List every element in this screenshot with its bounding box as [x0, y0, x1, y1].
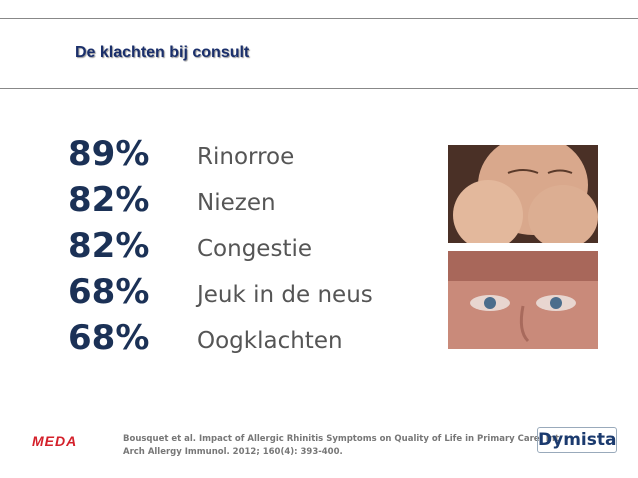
symptom: Jeuk in de neus [197, 282, 373, 308]
percent: 89% [68, 134, 150, 174]
photo-eyes [448, 251, 598, 349]
symptom: Niezen [197, 190, 276, 216]
divider [0, 88, 638, 89]
symptom: Oogklachten [197, 328, 343, 354]
symptom: Congestie [197, 236, 312, 262]
divider [0, 18, 638, 19]
percent: 68% [68, 318, 150, 358]
logo-meda: MEDA [32, 433, 78, 449]
symptom: Rinorroe [197, 144, 295, 170]
photo-nose [448, 145, 598, 243]
citation: Bousquet et al. Impact of Allergic Rhini… [123, 434, 560, 444]
percent: 68% [68, 272, 150, 312]
title: De klachten bij consult [75, 44, 250, 61]
citation: Arch Allergy Immunol. 2012; 160(4): 393-… [123, 447, 343, 457]
percent: 82% [68, 180, 150, 220]
percent: 82% [68, 226, 150, 266]
logo-dymista: Dymista [537, 427, 617, 453]
